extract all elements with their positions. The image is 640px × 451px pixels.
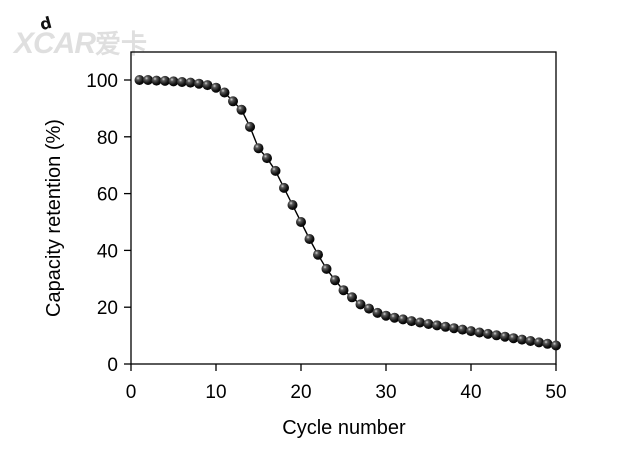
- data-point: [185, 77, 196, 88]
- data-point: [466, 326, 476, 337]
- data-point: [321, 263, 332, 274]
- data-point: [338, 285, 349, 296]
- y-tick-label: 40: [97, 241, 118, 262]
- data-point: [219, 87, 230, 98]
- y-axis-label: Capacity retention (%): [43, 119, 65, 317]
- data-point: [211, 82, 221, 93]
- data-point: [398, 314, 408, 325]
- data-point: [551, 340, 561, 351]
- data-point: [542, 338, 553, 349]
- y-tick-label: 80: [97, 128, 118, 149]
- data-point: [160, 75, 170, 86]
- plot-frame: [130, 51, 557, 365]
- data-point: [287, 200, 298, 210]
- data-point: [262, 153, 272, 164]
- data-point: [330, 275, 340, 286]
- data-point: [525, 336, 536, 346]
- data-point: [483, 328, 493, 339]
- series-line: [139, 79, 557, 347]
- x-axis-label: Cycle number: [282, 417, 406, 439]
- brand-watermark: XCAR爱卡: [14, 24, 147, 61]
- data-point: [134, 75, 145, 85]
- data-point: [457, 324, 468, 335]
- data-point: [415, 317, 425, 328]
- data-point: [534, 337, 544, 348]
- data-points: [134, 75, 561, 351]
- data-point: [440, 321, 451, 332]
- data-point: [491, 330, 502, 341]
- data-point: [355, 299, 366, 310]
- data-point: [432, 320, 442, 331]
- data-point: [194, 78, 204, 89]
- data-point: [517, 334, 527, 345]
- data-point: [381, 310, 391, 321]
- data-point: [423, 319, 434, 329]
- data-point: [474, 327, 485, 338]
- data-point: [151, 75, 162, 86]
- x-tick-label: 50: [545, 382, 566, 403]
- x-tick-label: 40: [460, 382, 481, 403]
- data-point: [270, 165, 281, 176]
- data-point: [279, 182, 289, 193]
- data-point: [304, 234, 315, 244]
- data-point: [143, 75, 153, 85]
- x-tick-label: 20: [290, 382, 311, 403]
- data-point: [406, 316, 417, 327]
- data-point: [202, 80, 213, 91]
- data-point: [449, 323, 459, 334]
- data-point: [313, 249, 323, 260]
- data-point: [347, 292, 357, 303]
- data-point: [236, 104, 247, 115]
- x-tick-label: 30: [375, 382, 396, 403]
- x-tick-label: 10: [205, 382, 226, 403]
- data-point: [168, 76, 179, 87]
- data-point: [500, 331, 510, 342]
- data-point: [253, 143, 264, 154]
- data-point: [177, 77, 187, 87]
- data-point: [245, 121, 255, 132]
- data-point: [364, 303, 374, 314]
- watermark-latin: XCAR: [14, 27, 96, 60]
- x-tick-label: 0: [126, 382, 137, 403]
- data-point: [372, 307, 383, 318]
- data-point: [228, 96, 238, 107]
- axis-ticks: [124, 79, 557, 371]
- y-tick-label: 100: [86, 71, 118, 92]
- tick-labels: 0 10 20 30 40 50 0 20 40 60 80 100: [86, 71, 566, 403]
- data-point: [296, 217, 306, 227]
- y-tick-label: 60: [97, 185, 118, 206]
- y-tick-label: 20: [97, 298, 118, 319]
- data-point: [508, 333, 519, 344]
- data-point: [389, 312, 400, 323]
- watermark-cjk: 爱卡: [95, 29, 148, 59]
- y-tick-label: 0: [107, 355, 118, 376]
